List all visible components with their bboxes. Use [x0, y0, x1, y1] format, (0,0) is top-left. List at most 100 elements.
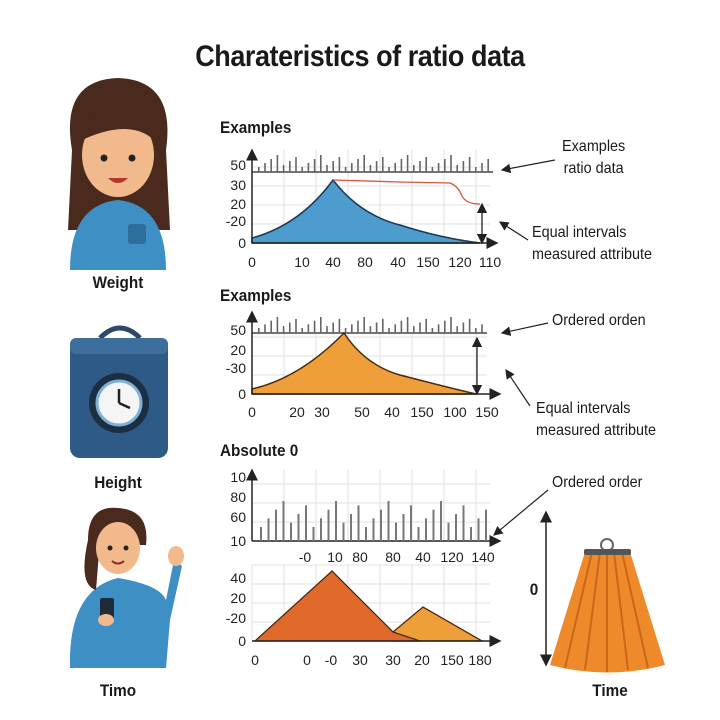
tick-bar: [481, 163, 483, 172]
tick-bar: [276, 317, 279, 333]
tick-bar: [447, 522, 450, 541]
tick-bar: [462, 322, 465, 333]
tick-bar: [326, 165, 328, 172]
tick-bar: [289, 322, 291, 333]
tick-bar: [357, 320, 359, 333]
tick-bar: [351, 324, 353, 333]
axis-tick-label: 0: [248, 254, 256, 270]
axis-tick-label: 40: [415, 549, 431, 565]
tick-bar: [475, 328, 477, 333]
tick-bar: [369, 326, 372, 333]
tick-bar: [394, 163, 396, 172]
tick-bar: [417, 527, 420, 541]
tick-bar: [327, 509, 330, 541]
tick-bar: [388, 167, 390, 172]
axis-tick-label: 80: [385, 549, 401, 565]
chart2: [246, 310, 549, 407]
tick-bar: [342, 522, 345, 541]
tick-bar: [307, 163, 310, 172]
tick-bar: [470, 527, 472, 541]
tick-bar: [432, 509, 435, 541]
axis-tick-label: 20: [230, 590, 246, 606]
tick-bar: [372, 518, 375, 541]
chart1-area: [251, 178, 481, 244]
tick-bar: [419, 161, 421, 172]
axis-tick-label: 80: [357, 254, 373, 270]
note-equal-intervals-1: Equal intervals measured attribute: [532, 224, 653, 263]
axis-tick-label: 10: [230, 469, 246, 485]
tick-bar: [363, 155, 365, 172]
tick-bar: [402, 514, 405, 541]
axis-tick-label: 80: [230, 489, 246, 505]
axis-tick-label: 0: [238, 386, 246, 402]
axis-tick-label: 10: [327, 549, 343, 565]
tick-bar: [375, 161, 378, 172]
tick-bar: [481, 324, 483, 333]
caption-time: Time: [592, 681, 628, 700]
axis-tick-label: -0: [325, 652, 338, 668]
tick-bar: [462, 505, 465, 541]
tick-bar: [312, 527, 315, 541]
lamp-shade-illustration: [550, 538, 665, 673]
tick-bar: [475, 167, 477, 172]
axis-tick-label: -0: [299, 549, 312, 565]
axis-tick-label: 50: [354, 404, 370, 420]
tick-bar: [270, 159, 272, 172]
tick-bar: [400, 159, 403, 172]
tick-bar: [264, 163, 266, 172]
axis-tick-label: 180: [468, 652, 492, 668]
tick-bar: [295, 318, 297, 333]
tick-bar: [351, 163, 353, 172]
axis-tick-label: 20: [414, 652, 430, 668]
tick-bar: [270, 320, 272, 333]
axis-tick-label: 120: [448, 254, 472, 270]
tick-bar: [413, 165, 415, 172]
tick-bar: [406, 317, 409, 333]
caption-weight: Weight: [92, 273, 144, 292]
tick-bar: [425, 518, 427, 541]
tick-bar: [406, 155, 409, 172]
caption-timo: Timo: [99, 681, 137, 700]
axis-tick-label: 150: [410, 404, 434, 420]
tick-bar: [332, 161, 334, 172]
girl-illustration: [68, 78, 170, 270]
tick-bar: [369, 165, 372, 172]
axis-tick-label: 40: [325, 254, 341, 270]
axis-tick-label: 40: [390, 254, 406, 270]
tick-bar: [365, 527, 367, 541]
tick-bar: [320, 518, 322, 541]
tick-bar: [382, 157, 384, 172]
tick-bar: [425, 318, 427, 333]
tick-bar: [437, 163, 440, 172]
tick-bar: [344, 328, 347, 333]
tick-bar: [450, 155, 452, 172]
tick-bar: [456, 165, 458, 172]
axis-tick-label: 150: [440, 652, 464, 668]
axis-tick-label: 40: [230, 570, 246, 586]
chart1-red-line: [332, 179, 481, 205]
tick-bar: [338, 157, 341, 172]
tick-bar: [305, 505, 307, 541]
tick-bar: [455, 514, 457, 541]
chart1: [246, 148, 556, 249]
tick-bar: [487, 159, 489, 172]
axis-tick-label: 0: [303, 652, 311, 668]
axis-tick-label: 40: [384, 404, 400, 420]
tick-bar: [410, 505, 412, 541]
chart1-heading: Examples: [220, 118, 292, 137]
chart2-heading: Examples: [220, 286, 292, 305]
axis-tick-label: 0: [251, 652, 259, 668]
tick-bar: [301, 328, 303, 333]
axis-tick-label: 30: [314, 404, 330, 420]
page-title: Charateristics of ratio data: [195, 40, 525, 73]
axis-tick-label: 20: [230, 196, 246, 212]
axis-tick-label: 120: [440, 549, 464, 565]
axis-tick-label: 0: [238, 633, 246, 649]
tick-bar: [425, 157, 427, 172]
tick-bar: [485, 509, 487, 541]
tick-bar: [388, 328, 390, 333]
tick-bar: [444, 320, 446, 333]
axis-tick-label: 150: [475, 404, 499, 420]
tick-bar: [350, 514, 352, 541]
tick-bar: [335, 501, 337, 541]
